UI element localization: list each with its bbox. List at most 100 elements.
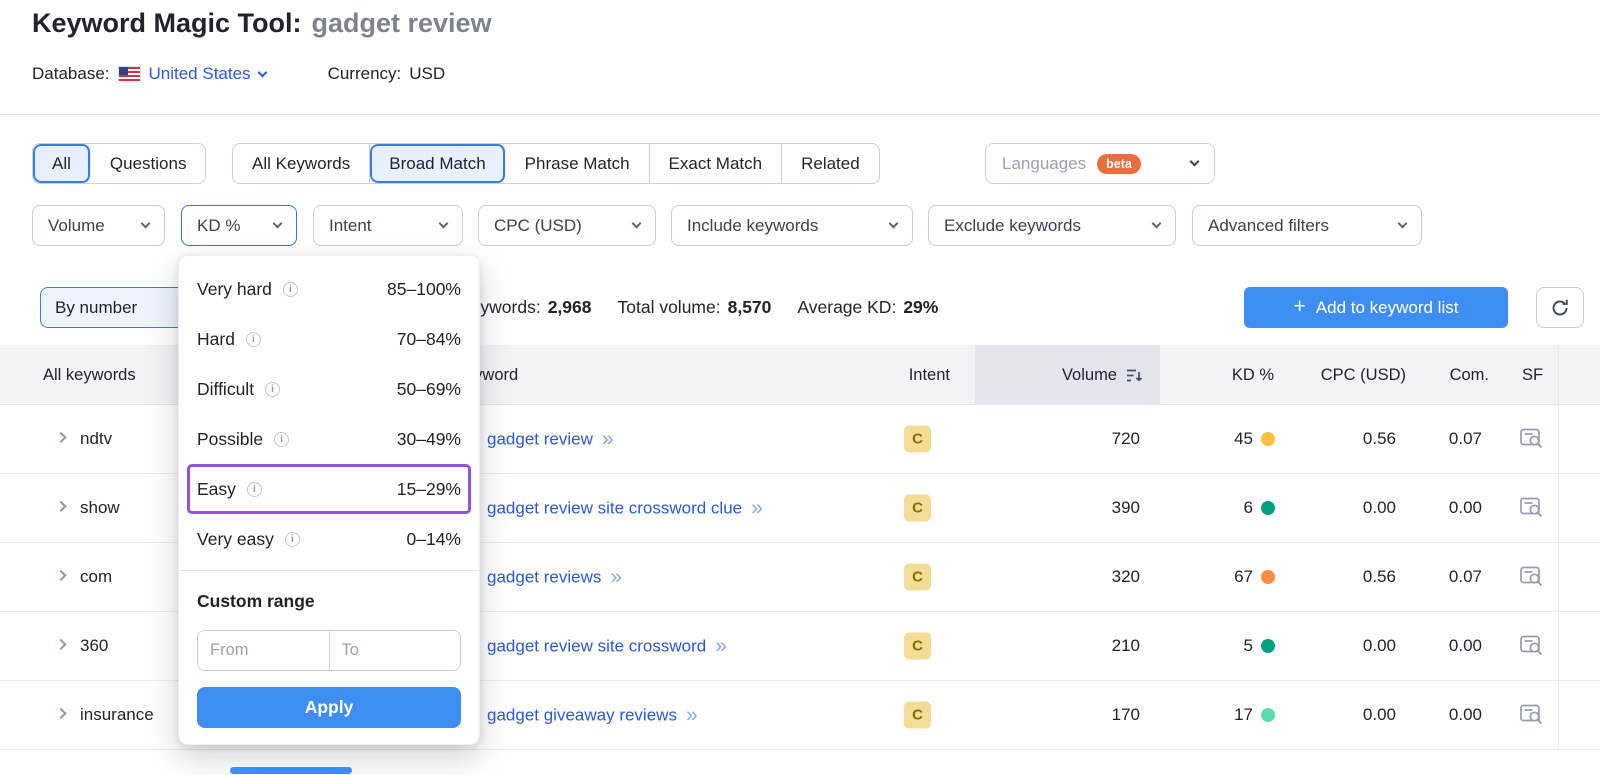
keyword-link[interactable]: gadget review site crossword [487,636,707,655]
serp-preview-icon[interactable] [1520,428,1546,450]
cpc-value: 0.56 [1362,567,1396,586]
tab-all[interactable]: All [33,144,91,183]
chevron-down-icon [888,218,899,229]
chevron-down-icon [1189,156,1200,167]
column-cpc[interactable]: CPC (USD) [1320,365,1406,384]
column-all-keywords: All keywords [43,365,136,384]
volume-value: 210 [1111,636,1140,655]
plus-icon: + [1293,294,1306,318]
sidebar-group-com[interactable]: com [80,567,113,586]
filter-volume[interactable]: Volume [32,205,165,246]
database-selector[interactable]: United States [149,64,268,84]
column-com[interactable]: Com. [1449,365,1489,384]
column-divider [1558,345,1559,404]
tab-phrase-match[interactable]: Phrase Match [506,144,650,183]
keyword-link[interactable]: gadget giveaway reviews [487,705,677,724]
filter-exclude-keywords[interactable]: Exclude keywords [928,205,1176,246]
total-volume-stat: Total volume: 8,570 [618,297,772,318]
database-label: Database: [32,64,110,83]
expand-group-icon[interactable] [55,500,67,513]
serp-preview-icon[interactable] [1520,704,1546,726]
by-number-label: By number [55,297,138,317]
expand-keyword-icon[interactable]: » [601,427,614,451]
kd-option-easy[interactable]: Easy i 15–29% [187,464,471,514]
kd-option-label: Possible [197,428,264,449]
kd-option-difficult[interactable]: Difficult i 50–69% [187,364,471,414]
tab-exact-match[interactable]: Exact Match [650,144,783,183]
sidebar-group-insurance[interactable]: insurance [80,705,154,724]
kd-option-hard[interactable]: Hard i 70–84% [187,314,471,364]
column-volume[interactable]: Volume [975,345,1160,405]
kd-from-input[interactable] [198,631,329,670]
volume-value: 390 [1111,498,1140,517]
tab-all-keywords[interactable]: All Keywords [233,144,371,183]
kd-option-range: 15–29% [396,478,461,499]
input-divider [328,631,330,670]
refresh-icon [1552,299,1568,315]
expand-keyword-icon[interactable]: » [751,496,763,520]
expand-group-icon[interactable] [55,431,67,444]
serp-preview-icon[interactable] [1520,635,1546,657]
column-kd[interactable]: KD % [1231,365,1274,384]
kd-dot [1261,570,1275,584]
kd-option-label: Hard [197,328,235,349]
keyword-link[interactable]: gadget reviews [487,567,602,586]
info-icon: i [245,331,261,347]
sidebar-group-360[interactable]: 360 [80,636,109,655]
keyword-cell: gadget review site crossword clue » [487,496,763,520]
kd-filter-dropdown: Very hard i 85–100% Hard i 70–84% Diffic… [178,255,480,745]
kd-apply-button[interactable]: Apply [197,687,461,728]
horizontal-scrollbar-thumb[interactable] [230,767,352,774]
kd-to-input[interactable] [329,631,460,670]
expand-keyword-icon[interactable]: » [685,703,698,727]
page-title-query: gadget review [311,8,492,38]
total-volume-label: Total volume: [617,297,721,317]
kd-option-possible[interactable]: Possible i 30–49% [187,414,471,464]
us-flag-icon [118,66,140,82]
filter-include-keywords[interactable]: Include keywords [671,205,913,246]
sidebar-group-ndtv[interactable]: ndtv [80,429,113,448]
expand-group-icon[interactable] [55,569,67,582]
column-sf: SF [1522,365,1544,384]
keyword-cell: gadget review site crossword » [487,634,727,658]
add-to-keyword-list-label: Add to keyword list [1315,297,1459,317]
chevron-down-icon [1397,218,1408,229]
tab-broad-match[interactable]: Broad Match [370,144,506,183]
cpc-value: 0.00 [1362,705,1396,724]
custom-range-label: Custom range [197,591,315,611]
filter-intent[interactable]: Intent [313,205,463,246]
intent-badge: C [904,701,931,729]
keyword-link[interactable]: gadget review site crossword clue [487,498,743,517]
intent-badge: C [904,563,931,591]
tab-related[interactable]: Related [801,153,860,173]
kd-value: 6 [1243,498,1253,517]
chevron-down-icon [438,218,449,229]
filter-exclude-label: Exclude keywords [944,215,1082,235]
column-intent[interactable]: Intent [908,365,950,384]
expand-keyword-icon[interactable]: » [610,565,622,589]
kd-option-very-easy[interactable]: Very easy i 0–14% [187,514,471,564]
database-row: Database: United States Currency: USD [32,61,445,87]
summary-stats: Keywords: 2,968 Total volume: 8,570 Averag… [459,287,938,328]
expand-group-icon[interactable] [55,707,67,720]
languages-dropdown[interactable]: Languages beta [985,143,1215,184]
keyword-link[interactable]: gadget review [487,429,593,448]
filter-kd[interactable]: KD % [181,205,297,246]
tab-questions[interactable]: Questions [109,153,187,173]
serp-preview-icon[interactable] [1520,497,1546,519]
kd-option-very-hard[interactable]: Very hard i 85–100% [187,264,471,314]
keywords-count-value: 2,968 [547,297,592,317]
sidebar-group-show[interactable]: show [80,498,120,517]
serp-preview-icon[interactable] [1520,566,1546,588]
add-to-keyword-list-button[interactable]: + Add to keyword list [1244,287,1508,328]
expand-group-icon[interactable] [55,638,67,651]
filter-volume-label: Volume [48,215,105,235]
kd-option-label: Easy [197,478,236,499]
info-icon: i [284,531,300,547]
filter-cpc[interactable]: CPC (USD) [478,205,656,246]
page-title-main: Keyword Magic Tool: [32,8,302,38]
kd-dot [1261,432,1275,446]
refresh-button[interactable] [1536,287,1584,328]
filter-advanced[interactable]: Advanced filters [1192,205,1422,246]
expand-keyword-icon[interactable]: » [715,634,727,658]
